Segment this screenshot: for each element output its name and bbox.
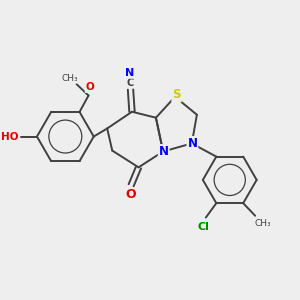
Text: CH₃: CH₃ [62, 74, 78, 83]
Text: C: C [126, 78, 134, 88]
Text: N: N [159, 145, 169, 158]
Text: Cl: Cl [198, 221, 210, 232]
Text: HO: HO [1, 131, 19, 142]
Text: CH₃: CH₃ [254, 219, 271, 228]
Text: O: O [126, 188, 136, 201]
Text: N: N [125, 68, 134, 78]
Text: N: N [188, 137, 197, 150]
Text: O: O [85, 82, 94, 92]
Text: S: S [172, 88, 181, 101]
